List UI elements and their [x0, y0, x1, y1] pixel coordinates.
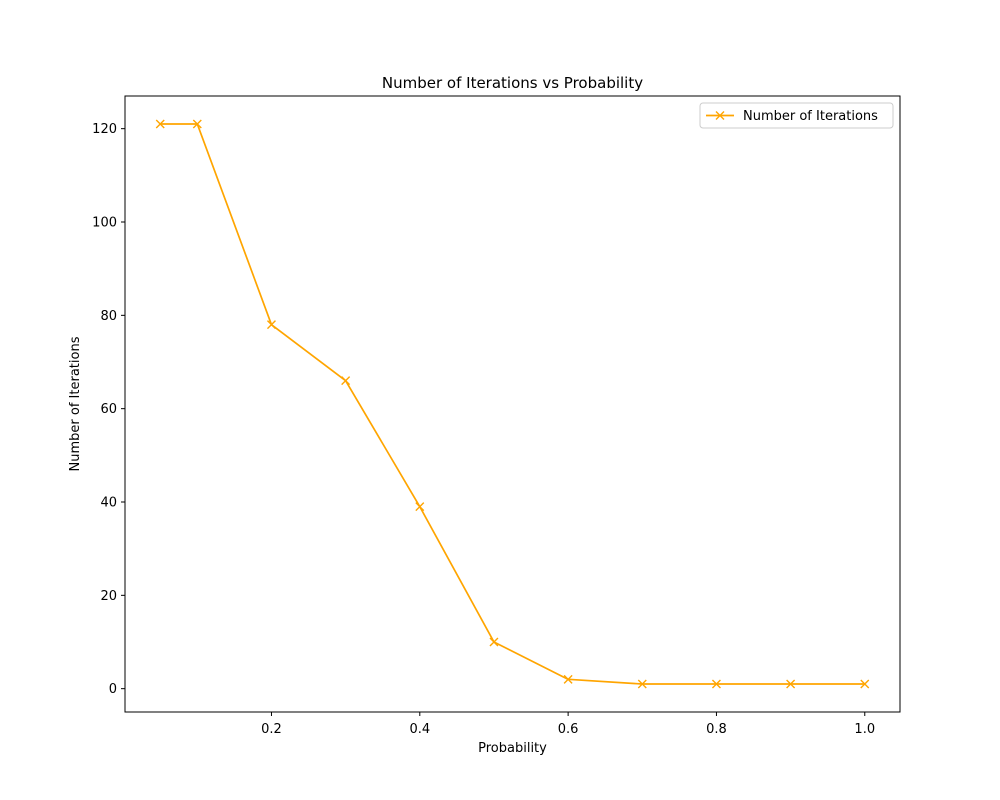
axes-frame [124, 95, 901, 713]
legend: Number of Iterations [699, 102, 894, 129]
data-point-marker [489, 637, 499, 647]
y-tick-label: 0 [109, 682, 117, 697]
data-point-marker [155, 119, 165, 129]
y-axis-ticks: 0 20 40 60 80 100 120 [92, 122, 125, 697]
x-tick-label: 0.6 [558, 722, 579, 737]
data-point-marker [860, 679, 870, 689]
legend-label: Number of Iterations [743, 109, 878, 124]
data-point-marker [341, 376, 351, 386]
x-axis-ticks: 0.2 0.4 0.6 0.8 1.0 [261, 712, 875, 737]
y-tick-label: 80 [100, 309, 117, 324]
x-tick-label: 1.0 [854, 722, 875, 737]
data-point-marker [563, 674, 573, 684]
series-line [160, 123, 865, 685]
data-point-marker [192, 119, 202, 129]
data-point-marker [415, 502, 425, 512]
x-tick-label: 0.4 [409, 722, 430, 737]
y-tick-label: 60 [100, 402, 117, 417]
x-tick-label: 0.2 [261, 722, 282, 737]
y-tick-label: 40 [100, 496, 117, 511]
y-tick-label: 100 [92, 216, 117, 231]
data-point-marker [637, 679, 647, 689]
legend-box [699, 102, 894, 129]
y-axis-label: Number of Iterations [68, 336, 83, 471]
y-tick-label: 120 [92, 122, 117, 137]
chart-title: Number of Iterations vs Probability [382, 74, 643, 92]
plot-area: 0.2 0.4 0.6 0.8 1.0 0 20 40 60 80 100 120 Number of … [92, 95, 901, 737]
x-axis-label: Probability [478, 741, 547, 756]
series-group [155, 119, 870, 689]
legend-marker-swatch [715, 111, 725, 120]
y-tick-label: 20 [100, 589, 117, 604]
data-point-marker [786, 679, 796, 689]
data-point-marker [711, 679, 721, 689]
data-point-marker [266, 320, 276, 330]
x-tick-label: 0.8 [706, 722, 727, 737]
